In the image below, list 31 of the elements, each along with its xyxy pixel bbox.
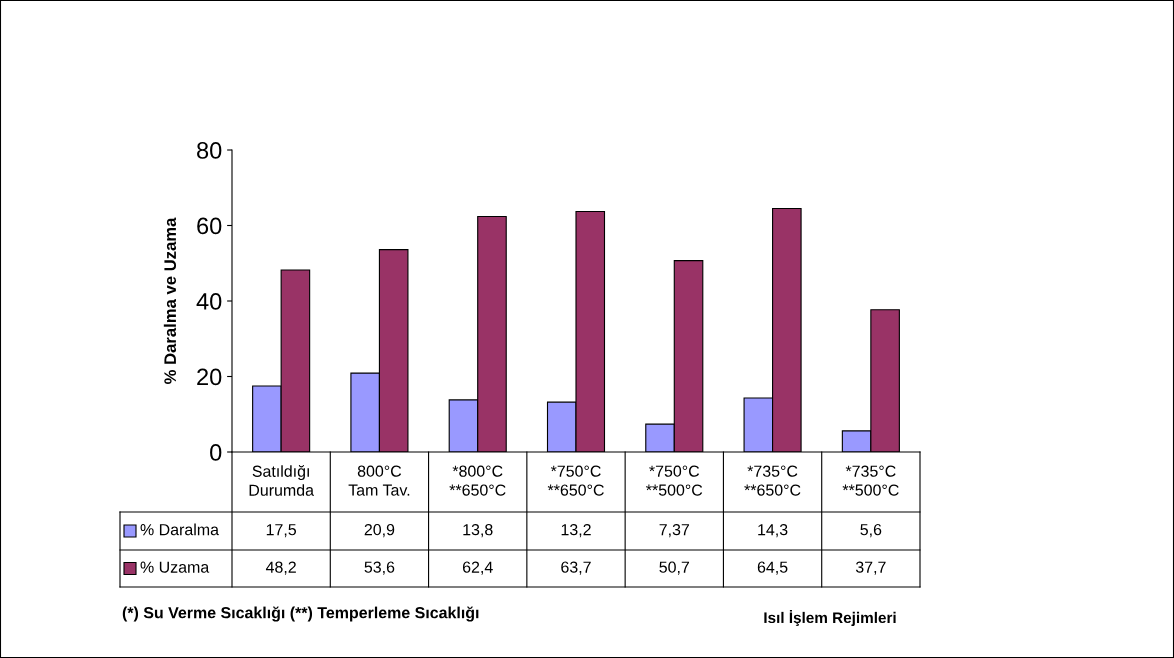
y-tick-label: 80 xyxy=(197,142,222,159)
x-tick-label: 800°C Tam Tav. xyxy=(348,465,410,496)
data-label: 5,6 xyxy=(860,523,882,538)
y-tick-label: 40 xyxy=(196,293,222,310)
x-tick-label: *800°C **650°C xyxy=(449,465,506,496)
data-label: 13,2 xyxy=(561,523,591,538)
data-label: 48,2 xyxy=(265,561,296,575)
text: (*) Su Verme Sıcaklığı (**) Temperleme Sıcaklığı xyxy=(122,606,479,622)
data-label: 37,7 xyxy=(855,561,886,575)
data-label: 64,5 xyxy=(757,561,788,575)
x-tick-label: *750°C **650°C xyxy=(547,465,604,496)
data-label: 50,7 xyxy=(659,561,690,575)
legend-label: % Uzama xyxy=(140,561,210,573)
data-label: 7,37 xyxy=(659,523,690,538)
x-tick-label: *735°C **650°C xyxy=(744,465,801,496)
x-tick-label: *750°C **500°C xyxy=(646,465,703,496)
data-label: 62,4 xyxy=(462,561,493,575)
data-label: 20,9 xyxy=(364,523,395,538)
text: Isıl İşlem Rejimleri xyxy=(764,609,896,627)
y-axis-title: % Daralma ve Uzama xyxy=(163,217,177,384)
data-label: 13,8 xyxy=(463,523,493,538)
y-tick-label: 0 xyxy=(210,444,222,461)
legend-label: % Daralma xyxy=(140,523,219,536)
x-tick-label: *735°C **500°C xyxy=(842,465,899,496)
data-label: 17,5 xyxy=(266,524,297,538)
x-tick-label: Satıldığı Durumda xyxy=(249,464,314,496)
data-label: 63,7 xyxy=(561,561,591,575)
data-label: 53,6 xyxy=(364,561,395,575)
y-tick-label: 60 xyxy=(197,217,222,235)
data-label: 14,3 xyxy=(758,523,788,538)
y-tick-label: 20 xyxy=(197,368,222,386)
